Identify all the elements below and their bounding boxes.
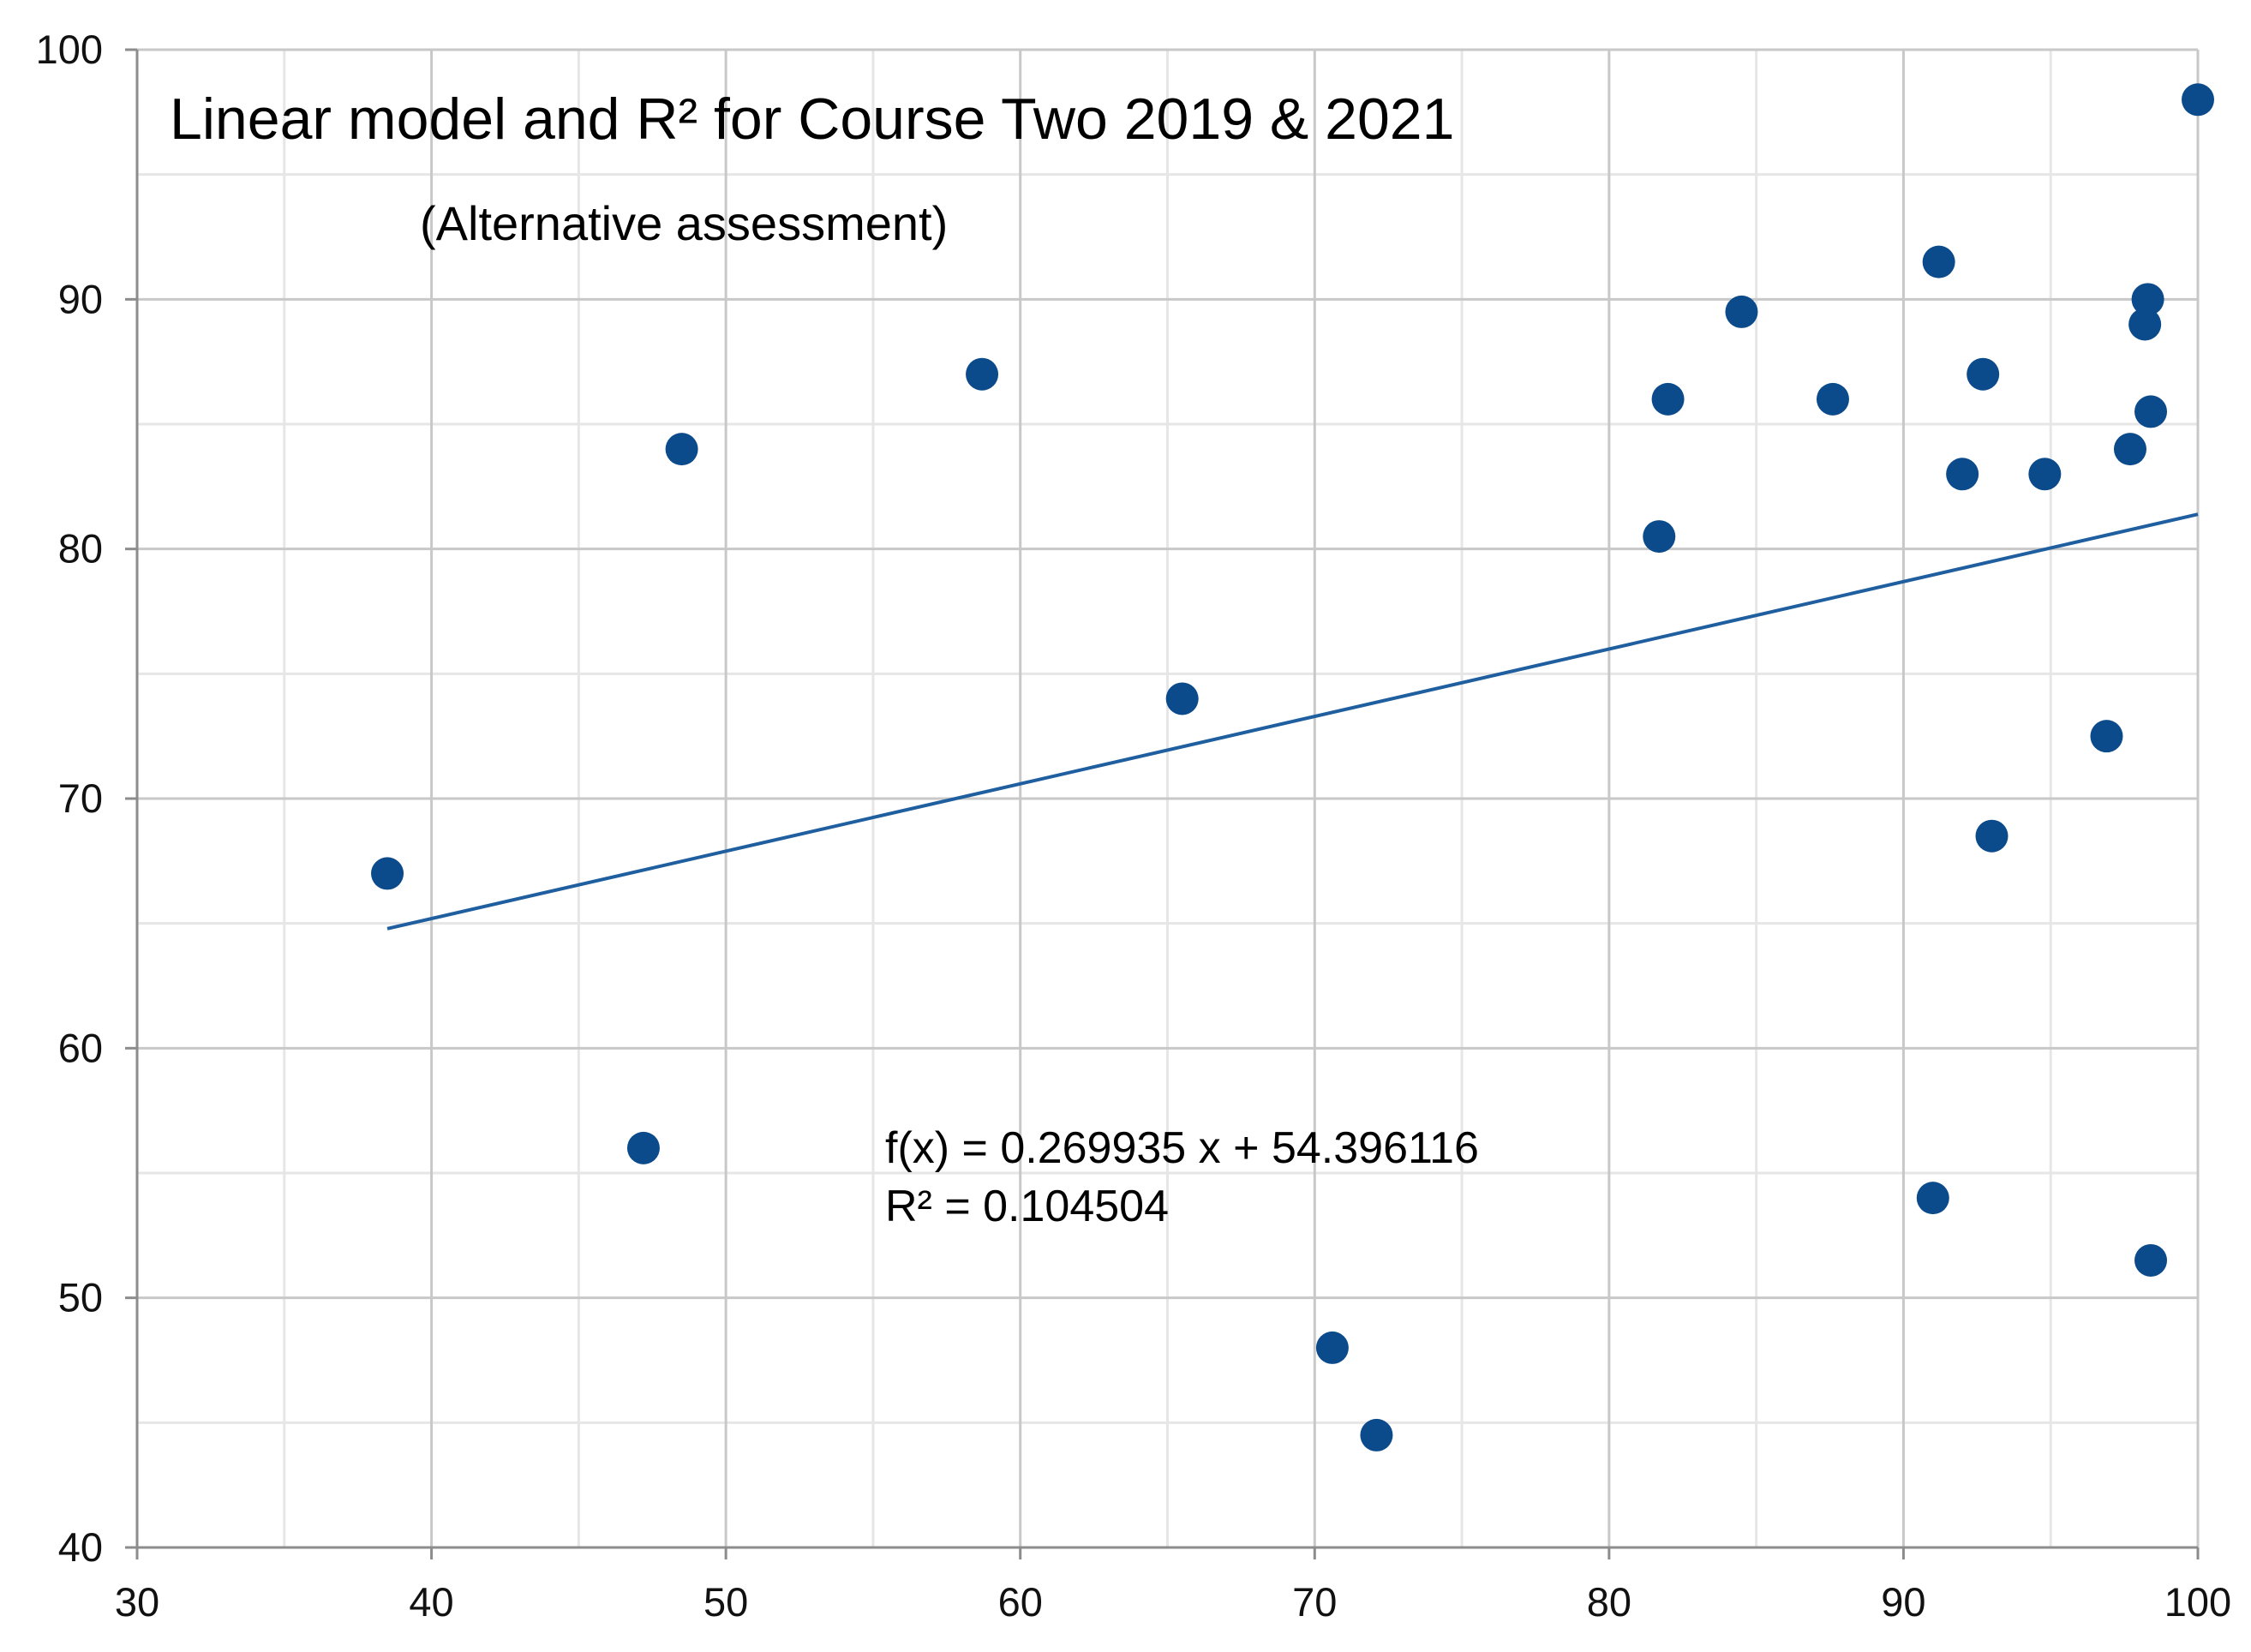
axes [125,48,2200,1559]
data-point [2028,458,2062,491]
chart-title: Linear model and R² for Course Two 2019 … [170,87,1454,152]
data-point [1946,458,1979,491]
data-point [626,1131,660,1164]
data-point [2090,720,2123,753]
chart-subtitle: (Alternative assessment) [420,196,948,250]
data-point [1975,819,2009,853]
data-point [1816,382,1849,416]
data-point [966,357,999,391]
trendline-r-squared: R² = 0.104504 [885,1182,1169,1231]
y-tick-label-100: 100 [36,27,103,72]
data-point [1651,382,1685,416]
data-point [1922,245,1955,278]
trendline-group [386,512,2199,931]
data-point [1165,682,1199,715]
y-tick-label-80: 80 [58,526,103,572]
data-point [2134,1243,2168,1277]
data-point [2128,308,2162,341]
x-tick-label-90: 90 [1881,1579,1925,1625]
data-point [1725,295,1758,328]
data-point [2131,283,2164,316]
trendline [386,512,2199,931]
x-tick-label-70: 70 [1292,1579,1337,1625]
data-point [2113,433,2146,466]
data-point [1360,1418,1393,1451]
y-tick-label-70: 70 [58,775,103,821]
data-point [1315,1331,1349,1364]
trendline-equation: f(x) = 0.269935 x + 54.396116 [885,1123,1479,1173]
data-point [665,433,698,466]
y-tick-label-90: 90 [58,276,103,321]
x-tick-label-40: 40 [409,1579,453,1625]
data-point [2182,83,2214,117]
y-tick-label-40: 40 [58,1524,103,1570]
data-point [1643,520,1676,554]
x-tick-label-100: 100 [2164,1579,2231,1625]
data-point [1967,357,2000,391]
data-point [1916,1182,1949,1215]
x-tick-label-80: 80 [1587,1579,1631,1625]
data-points [371,83,2214,1451]
data-point [2134,395,2168,428]
y-tick-label-50: 50 [58,1275,103,1320]
y-axis-tick-labels: 40 50 60 70 80 90 100 [36,27,103,1570]
data-point [371,857,404,890]
x-tick-label-50: 50 [703,1579,748,1625]
x-tick-label-30: 30 [115,1579,159,1625]
y-tick-label-60: 60 [58,1025,103,1070]
x-axis-tick-labels: 30 40 50 60 70 80 90 100 [115,1579,2231,1625]
x-tick-label-60: 60 [998,1579,1043,1625]
